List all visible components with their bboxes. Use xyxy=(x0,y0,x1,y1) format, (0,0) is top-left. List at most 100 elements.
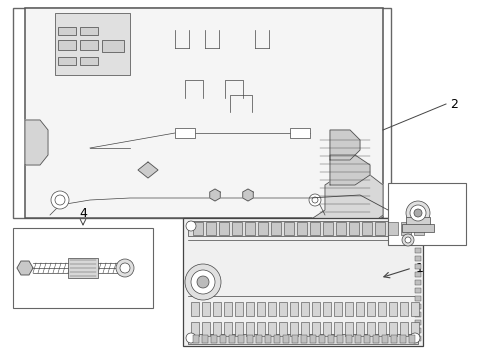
Bar xyxy=(238,335,244,343)
Bar xyxy=(411,302,419,316)
Bar xyxy=(310,222,320,235)
Bar xyxy=(235,322,243,336)
Circle shape xyxy=(406,201,430,225)
Bar xyxy=(415,304,421,309)
Circle shape xyxy=(191,270,215,294)
Circle shape xyxy=(402,234,414,246)
Bar xyxy=(415,280,421,285)
Bar xyxy=(232,222,242,235)
Bar xyxy=(349,222,359,235)
Bar xyxy=(312,302,320,316)
Bar xyxy=(25,8,383,218)
Bar xyxy=(345,322,353,336)
Bar xyxy=(279,322,287,336)
Bar xyxy=(13,8,391,218)
Bar xyxy=(58,40,76,50)
Bar xyxy=(271,222,281,235)
Bar xyxy=(400,335,406,343)
Circle shape xyxy=(410,205,426,221)
Bar xyxy=(175,128,195,138)
Bar xyxy=(80,40,98,50)
Bar xyxy=(415,240,421,245)
Bar xyxy=(245,222,255,235)
Bar xyxy=(191,322,199,336)
Circle shape xyxy=(405,237,411,243)
Bar xyxy=(193,335,199,343)
Bar xyxy=(391,335,397,343)
Bar xyxy=(290,322,298,336)
Bar xyxy=(220,335,226,343)
Bar xyxy=(378,302,386,316)
Bar xyxy=(188,334,418,344)
Bar xyxy=(345,302,353,316)
Polygon shape xyxy=(330,130,360,160)
Bar xyxy=(55,13,130,75)
Bar xyxy=(323,222,333,235)
Bar xyxy=(389,322,397,336)
Bar xyxy=(319,335,325,343)
Text: 3: 3 xyxy=(452,185,460,198)
Bar xyxy=(206,222,216,235)
Circle shape xyxy=(186,221,196,231)
Bar xyxy=(334,322,342,336)
Circle shape xyxy=(410,333,420,343)
Bar xyxy=(301,322,309,336)
Bar xyxy=(301,302,309,316)
Bar xyxy=(356,322,364,336)
Bar xyxy=(191,302,199,316)
Bar xyxy=(183,218,423,346)
Bar xyxy=(415,296,421,301)
Bar xyxy=(58,27,76,35)
Bar xyxy=(68,258,98,278)
Bar xyxy=(406,217,430,225)
Circle shape xyxy=(186,333,196,343)
Bar xyxy=(337,335,343,343)
Bar xyxy=(328,335,334,343)
Bar xyxy=(415,256,421,261)
Bar xyxy=(382,335,388,343)
Bar xyxy=(402,224,434,232)
Text: 1: 1 xyxy=(416,261,424,274)
Bar xyxy=(415,272,421,277)
Bar xyxy=(336,222,346,235)
Bar xyxy=(415,312,421,317)
Bar xyxy=(378,322,386,336)
Bar xyxy=(367,322,375,336)
Bar xyxy=(346,335,352,343)
Polygon shape xyxy=(243,189,253,201)
Bar xyxy=(265,335,271,343)
Bar xyxy=(388,222,398,235)
Bar xyxy=(13,228,153,308)
Bar xyxy=(323,322,331,336)
Bar xyxy=(400,302,408,316)
Bar xyxy=(415,248,421,253)
Bar xyxy=(415,288,421,293)
Bar xyxy=(362,222,372,235)
Bar xyxy=(246,302,254,316)
Bar xyxy=(202,302,210,316)
Bar xyxy=(301,335,307,343)
Bar xyxy=(373,335,379,343)
Bar xyxy=(414,222,424,235)
Bar xyxy=(409,335,415,343)
Polygon shape xyxy=(17,261,33,275)
Bar xyxy=(375,222,385,235)
Bar xyxy=(268,322,276,336)
Polygon shape xyxy=(138,162,158,178)
Bar xyxy=(188,221,418,236)
Circle shape xyxy=(120,263,130,273)
Bar xyxy=(224,302,232,316)
Bar xyxy=(202,335,208,343)
Bar xyxy=(401,222,411,235)
Bar xyxy=(290,128,310,138)
Bar xyxy=(257,302,265,316)
Bar xyxy=(355,335,361,343)
Bar xyxy=(400,322,408,336)
Bar xyxy=(258,222,268,235)
Text: 2: 2 xyxy=(450,98,458,111)
Bar xyxy=(389,302,397,316)
Bar xyxy=(297,222,307,235)
Text: 4: 4 xyxy=(79,207,87,220)
Bar xyxy=(257,322,265,336)
Circle shape xyxy=(197,276,209,288)
